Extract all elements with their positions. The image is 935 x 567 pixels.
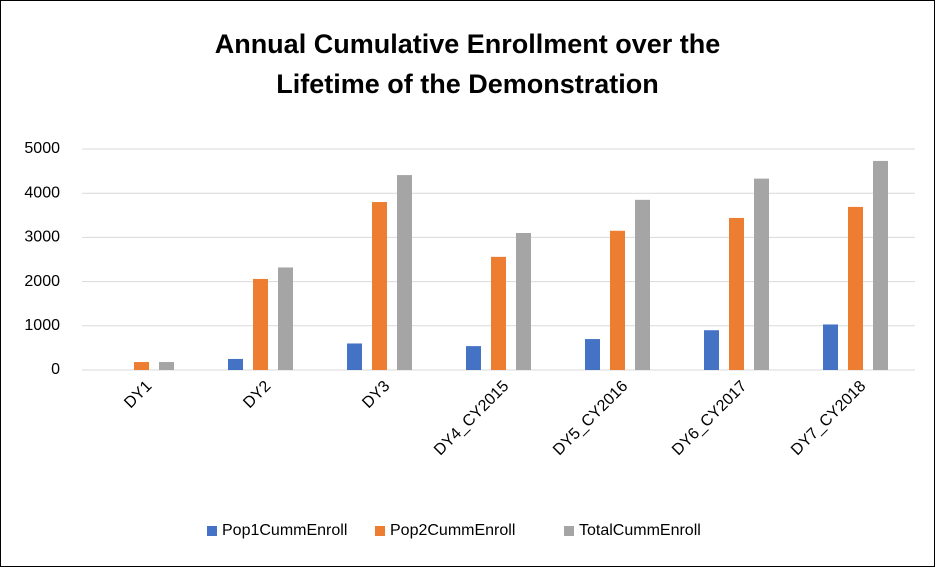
bar — [278, 267, 293, 370]
bar — [516, 232, 531, 370]
bar — [704, 330, 719, 370]
y-tick-label: 5000 — [24, 140, 60, 157]
bar — [134, 362, 149, 370]
y-tick-label: 4000 — [24, 184, 60, 201]
title-box: Annual Cumulative Enrollment over the Li… — [0, 24, 935, 104]
y-tick-label: 3000 — [24, 229, 60, 246]
bar — [466, 346, 481, 370]
legend-swatch — [375, 526, 385, 536]
legend-label: Pop2CummEnroll — [390, 522, 515, 539]
x-tick-label: DY1 — [121, 378, 155, 412]
x-tick-label: DY6_CY2017 — [669, 378, 750, 459]
chart-title: Annual Cumulative Enrollment over the Li… — [214, 29, 721, 99]
bar — [729, 217, 744, 370]
bar — [228, 358, 243, 370]
y-tick-label: 0 — [51, 361, 60, 378]
bar — [635, 199, 650, 370]
legend-swatch — [564, 526, 574, 536]
bar — [848, 206, 863, 370]
bar — [823, 324, 838, 370]
x-tick-label: DY2 — [240, 378, 274, 412]
bar — [397, 175, 412, 370]
bar — [372, 202, 387, 370]
bar — [754, 178, 769, 370]
legend-label: Pop1CummEnroll — [222, 522, 347, 539]
bar — [585, 339, 600, 370]
bar — [873, 160, 888, 370]
bar — [610, 230, 625, 370]
y-tick-label: 1000 — [24, 317, 60, 334]
legend-label: TotalCummEnroll — [579, 522, 701, 539]
legend-swatch — [207, 526, 217, 536]
bar — [347, 343, 362, 370]
bar — [159, 362, 174, 370]
x-tick-label: DY3 — [359, 378, 393, 412]
x-tick-label: DY5_CY2016 — [550, 378, 631, 459]
x-tick-label: DY4_CY2015 — [431, 378, 512, 459]
bar — [253, 278, 268, 370]
x-tick-label: DY7_CY2018 — [788, 378, 869, 459]
y-tick-label: 2000 — [24, 273, 60, 290]
bar — [491, 256, 506, 370]
